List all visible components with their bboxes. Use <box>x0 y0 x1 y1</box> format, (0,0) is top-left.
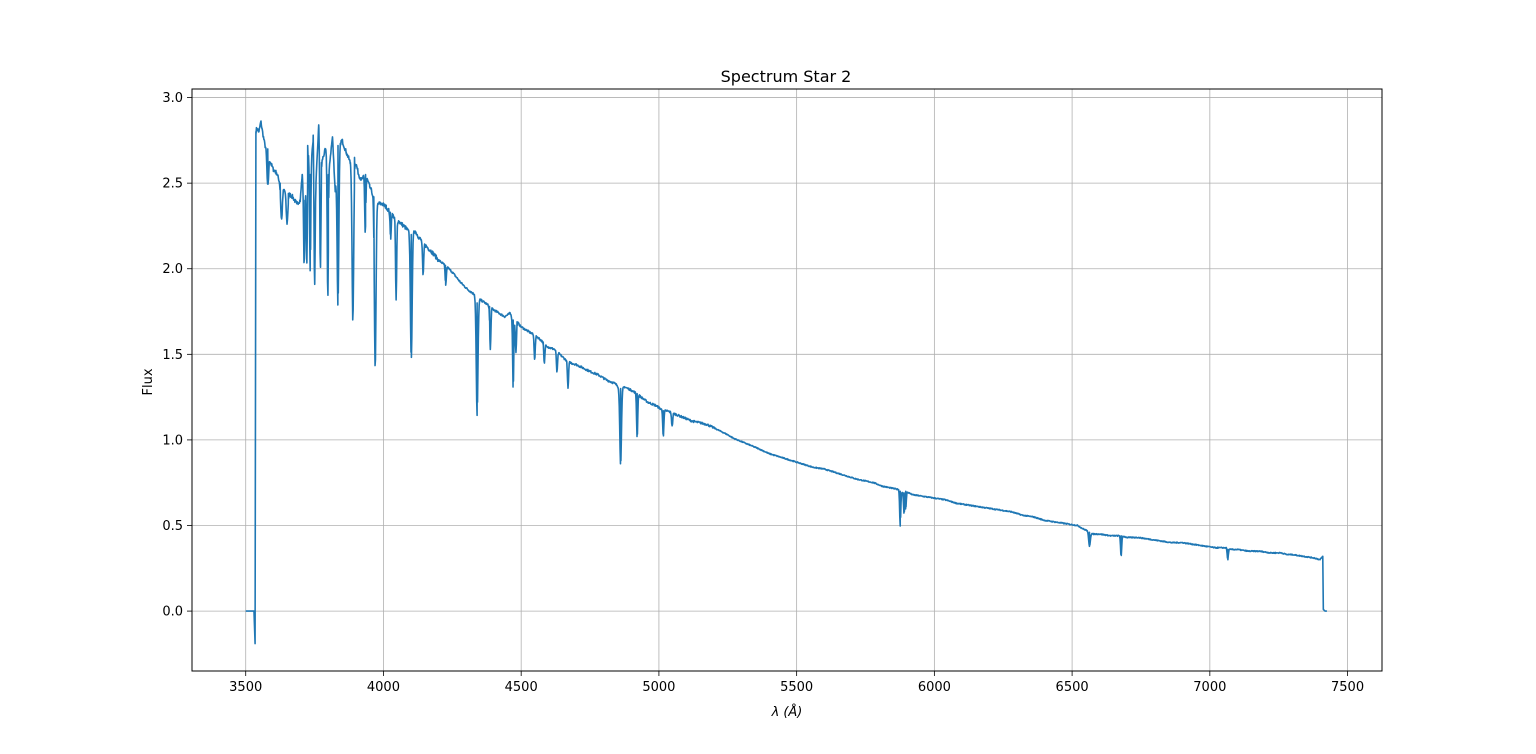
y-axis-title: Flux <box>141 368 156 395</box>
y-tick-label: 0.5 <box>162 519 183 534</box>
x-axis-title: λ (Å) <box>771 704 803 720</box>
x-tick-label: 6500 <box>1056 680 1089 695</box>
axes-frame <box>191 88 1383 672</box>
x-axis-unit: (Å) <box>783 704 802 720</box>
x-axis: 3500 4000 4500 5000 5500 6000 6500 7000 7500 <box>229 671 1364 695</box>
x-tick-label: 5500 <box>780 680 813 695</box>
y-tick-label: 2.5 <box>162 177 183 192</box>
y-tick-label: 1.5 <box>162 348 183 363</box>
y-axis: 0.0 0.5 1.0 1.5 2.0 2.5 3.0 <box>162 91 192 620</box>
y-tick-label: 3.0 <box>162 91 183 106</box>
x-tick-label: 7500 <box>1331 680 1364 695</box>
x-tick-label: 5000 <box>642 680 675 695</box>
x-tick-label: 7000 <box>1193 680 1226 695</box>
x-tick-label: 6000 <box>918 680 951 695</box>
y-tick-label: 2.0 <box>162 262 183 277</box>
x-axis-symbol: λ <box>771 705 780 720</box>
x-tick-label: 4000 <box>367 680 400 695</box>
x-tick-label: 4500 <box>505 680 538 695</box>
spectrum-line <box>245 120 1328 645</box>
y-tick-label: 0.0 <box>162 605 183 620</box>
x-tick-label: 3500 <box>229 680 262 695</box>
y-tick-label: 1.0 <box>162 433 183 448</box>
grid <box>192 89 1382 671</box>
chart-title: Spectrum Star 2 <box>721 67 852 86</box>
plot-area <box>245 120 1328 645</box>
